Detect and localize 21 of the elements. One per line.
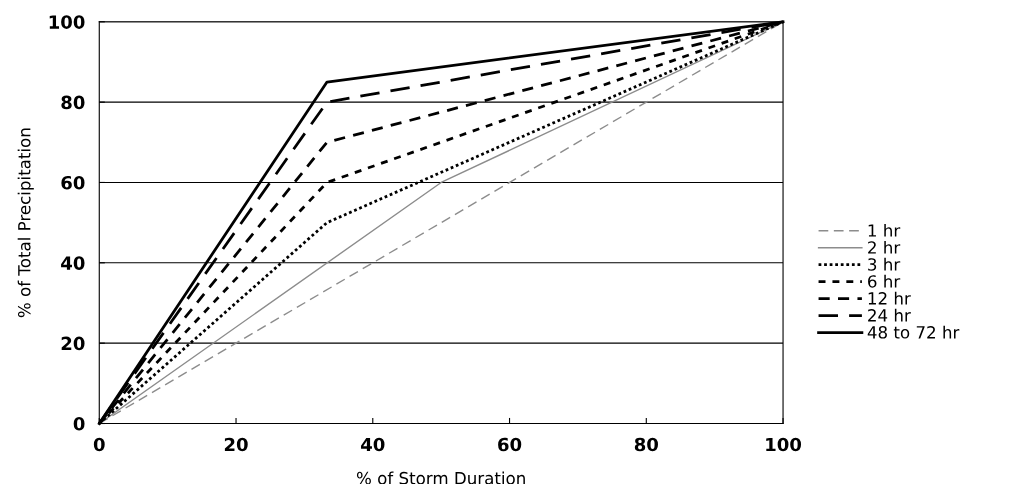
x-tick-label: 40 — [361, 437, 385, 452]
y-axis-title: % of Total Precipitation — [17, 128, 34, 318]
y-tick-label: 100 — [49, 15, 85, 29]
legend-label: 48 to 72 hr — [867, 325, 960, 339]
x-tick-label: 60 — [498, 437, 522, 452]
legend-label: 1 hr — [868, 223, 901, 237]
legend-label: 2 hr — [868, 240, 901, 254]
legend-label: 12 hr — [868, 291, 911, 305]
legend-label: 24 hr — [868, 308, 911, 322]
legend-label: 3 hr — [868, 257, 901, 271]
x-tick-label: 80 — [634, 437, 658, 452]
legend-label: 6 hr — [868, 274, 901, 288]
x-tick-label: 100 — [766, 437, 802, 452]
x-tick-label: 20 — [224, 437, 248, 452]
y-tick-label: 0 — [73, 416, 85, 431]
y-tick-label: 60 — [61, 175, 85, 190]
y-tick-label: 80 — [61, 95, 85, 110]
y-tick-label: 20 — [61, 336, 85, 351]
x-axis-title: % of Storm Duration — [356, 471, 525, 484]
y-tick-label: 40 — [61, 256, 85, 270]
x-tick-label: 0 — [93, 437, 105, 452]
